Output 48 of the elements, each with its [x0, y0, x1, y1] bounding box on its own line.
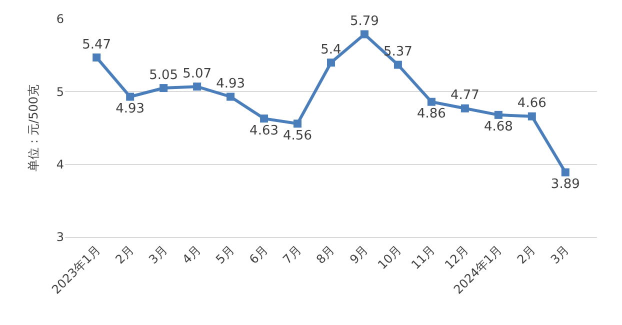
data-label: 5.79 — [350, 14, 379, 30]
data-label: 5.05 — [149, 68, 178, 83]
data-label: 4.93 — [116, 102, 145, 116]
y-axis-title: 单位：元/500克 — [26, 84, 41, 172]
data-label: 5.47 — [82, 37, 112, 52]
x-tick-label: 5月 — [213, 242, 237, 267]
data-label: 3.89 — [550, 177, 580, 192]
x-tick-label: 3月 — [548, 242, 572, 267]
point — [561, 168, 570, 176]
point — [294, 120, 302, 128]
point — [160, 84, 168, 92]
x-tick-label: 9月 — [347, 242, 371, 267]
x-tick-label: 12月 — [442, 242, 472, 272]
point — [494, 110, 502, 119]
point — [360, 30, 368, 38]
x-tick-label: 2月 — [514, 242, 538, 267]
x-tick-label: 7月 — [280, 242, 304, 267]
x-tick-label: 10月 — [375, 242, 404, 272]
x-tick-label: 2月 — [112, 242, 136, 267]
y-tick-label: 5 — [56, 84, 64, 99]
data-label: 5.4 — [320, 42, 342, 58]
data-label: 4.93 — [216, 76, 246, 92]
point — [226, 92, 235, 101]
point — [193, 82, 202, 91]
data-label: 4.63 — [250, 123, 279, 138]
data-label: 5.37 — [383, 44, 412, 60]
x-tick-label: 6月 — [246, 242, 270, 267]
y-tick-label: 3 — [56, 230, 64, 244]
point — [394, 60, 402, 69]
point — [427, 98, 436, 106]
point — [126, 92, 134, 101]
data-label: 4.56 — [283, 128, 312, 144]
point — [260, 114, 268, 123]
data-label: 4.86 — [416, 106, 446, 122]
data-label: 4.66 — [517, 96, 546, 112]
x-tick-label: 8月 — [314, 242, 338, 267]
data-label: 5.07 — [182, 66, 212, 82]
y-tick-label: 6 — [56, 12, 64, 26]
point — [528, 112, 536, 120]
data-label: 4.68 — [484, 120, 513, 135]
x-tick-label: 11月 — [408, 242, 438, 272]
point — [460, 104, 469, 112]
y-tick-label: 4 — [56, 158, 64, 172]
point — [327, 58, 335, 67]
data-label: 4.77 — [450, 88, 480, 104]
x-tick-label: 4月 — [180, 242, 204, 267]
point — [92, 54, 101, 62]
x-tick-label: 3月 — [146, 242, 170, 267]
